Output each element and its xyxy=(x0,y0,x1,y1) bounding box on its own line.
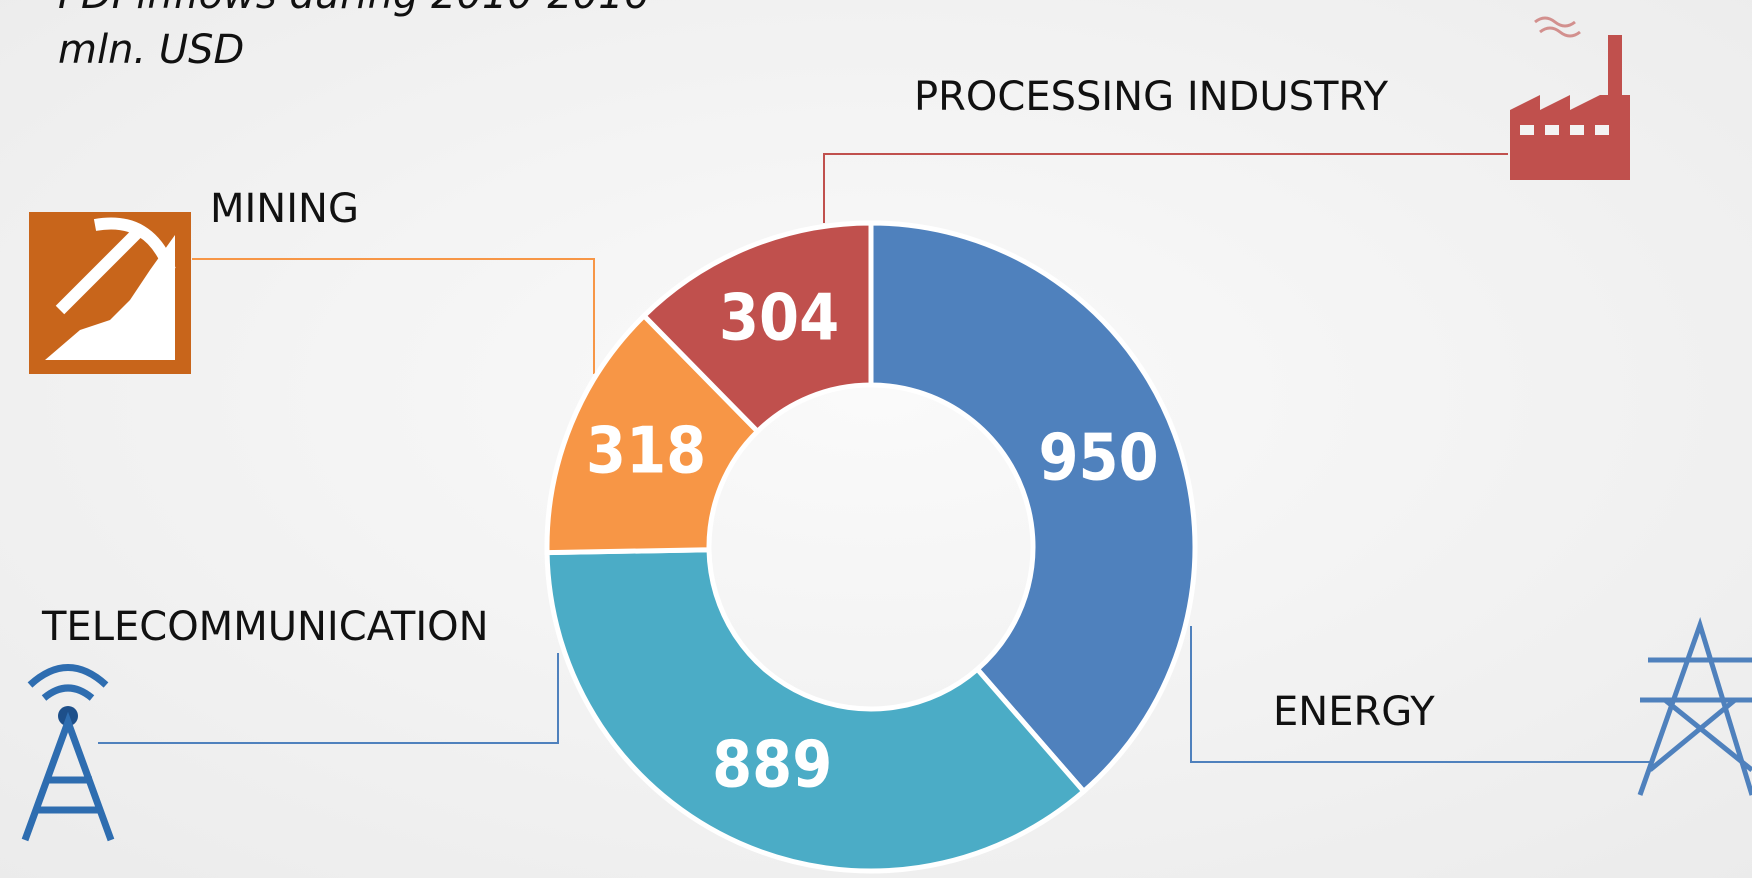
category-label: PROCESSING INDUSTRY xyxy=(914,74,1389,120)
category-label: ENERGY xyxy=(1273,689,1435,735)
donut-segment xyxy=(640,220,874,435)
donut-segment xyxy=(544,547,1088,874)
leader-line xyxy=(1190,626,1651,763)
leader-line xyxy=(823,153,1508,223)
factory-icon xyxy=(1510,16,1630,180)
category-label: MINING xyxy=(210,186,359,232)
donut-segment xyxy=(868,220,1198,795)
value-label: 889 xyxy=(712,729,832,803)
leader-line xyxy=(98,653,559,744)
value-label: 950 xyxy=(1038,421,1158,495)
donut-segment xyxy=(544,312,762,556)
category-label: TELECOMMUNICATION xyxy=(41,604,489,650)
pylon-icon xyxy=(1637,617,1752,796)
leader-line xyxy=(192,258,595,374)
mining-icon xyxy=(29,212,191,374)
value-label: 304 xyxy=(719,282,839,356)
chart-title: FDI inflows during 2010-2016 xyxy=(58,0,649,18)
chart-subtitle: mln. USD xyxy=(58,27,244,73)
value-label: 318 xyxy=(586,414,706,488)
telecom-icon xyxy=(21,664,115,842)
